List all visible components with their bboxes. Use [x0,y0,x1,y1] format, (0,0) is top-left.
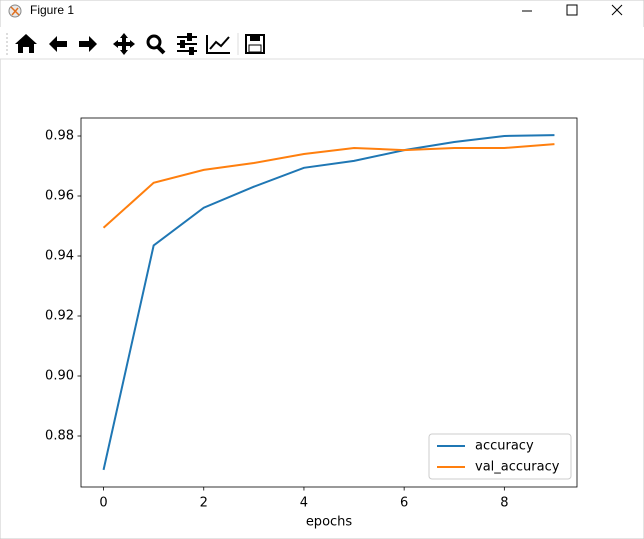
save-button[interactable] [245,34,265,54]
plot: epochs 0.88 0.90 0.92 0.94 0.96 0.98 0 2 4 6 8 accu… [45,117,578,530]
data-line [102,143,555,229]
y-tick-label: 0.98 [45,129,74,144]
home-button[interactable] [15,34,37,53]
x-tick-label: 0 [99,496,107,511]
x-axis-label: epochs [306,515,353,530]
maximize-button[interactable] [566,4,578,16]
configure-button[interactable] [177,33,197,55]
x-tick-label: 6 [400,496,408,511]
x-tick-label: 4 [300,496,308,511]
y-tick-label: 0.96 [45,189,74,204]
zoom-button[interactable] [146,34,166,55]
legend-label: accuracy [475,439,534,454]
app-icon-mark [10,6,20,16]
toolbar-bg [0,27,644,59]
data-line [102,134,555,471]
x-tick-label: 2 [200,496,208,511]
pan-button[interactable] [113,33,135,55]
back-button[interactable] [49,36,67,52]
legend-label: val_accuracy [475,460,560,475]
y-tick-label: 0.90 [45,369,74,384]
axes-edit-button[interactable] [206,35,230,54]
y-tick-label: 0.88 [45,429,74,444]
forward-button[interactable] [79,36,97,52]
y-tick-label: 0.94 [45,249,74,264]
toolbar [0,27,644,60]
window-title: Figure 1 [30,3,74,17]
axes-frame [80,117,578,488]
x-tick-label: 8 [500,496,508,511]
title-bar: Figure 1 [8,3,623,18]
close-button[interactable] [611,4,623,16]
y-tick-label: 0.92 [45,309,74,324]
